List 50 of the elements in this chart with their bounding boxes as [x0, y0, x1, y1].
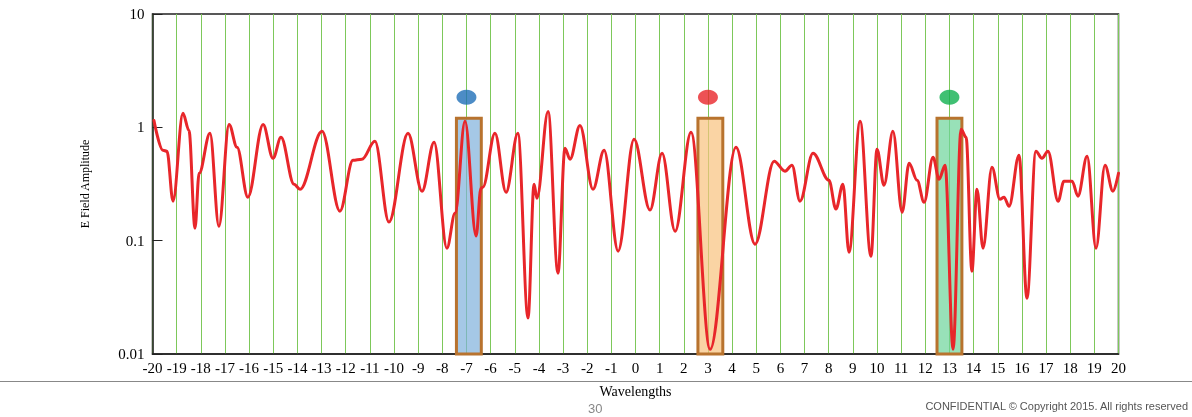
- text: CONFIDENTIAL © Copyright 2015. All rights reserved: [925, 400, 1188, 412]
- x-tick-label: -16: [239, 359, 260, 376]
- y-tick-label: 0.01: [118, 346, 145, 362]
- line-series: [152, 109, 1120, 351]
- x-tick-label: -18: [190, 359, 211, 376]
- x-tick-label: 8: [824, 359, 833, 376]
- x-tick-label: -13: [311, 359, 332, 376]
- x-tick-label: 2: [680, 359, 688, 376]
- x-tick-label: 14: [966, 359, 982, 376]
- x-tick-label: 17: [1038, 359, 1055, 376]
- x-tick-label: 11: [893, 359, 909, 376]
- x-tick-label: 9: [849, 359, 857, 376]
- x-tick-label: 5: [752, 359, 760, 376]
- x-tick-label: -20: [142, 359, 163, 376]
- x-tick-label: -2: [580, 359, 594, 376]
- text: 30: [588, 401, 603, 416]
- x-tick-label: 0: [631, 359, 640, 376]
- x-tick-label: -1: [605, 359, 618, 376]
- x-tick-label: -15: [263, 359, 284, 376]
- x-tick-label: 6: [776, 359, 785, 376]
- y-axis-title: E Field Amplitude: [77, 139, 92, 229]
- x-tick-label: 15: [990, 359, 1006, 376]
- y-tick-label: 1: [137, 119, 145, 136]
- x-tick-label: -19: [166, 359, 187, 376]
- x-tick-label: 12: [917, 359, 933, 376]
- x-tick-label: 16: [1014, 359, 1030, 376]
- x-tick-label: 18: [1062, 359, 1078, 376]
- x-tick-label: 13: [941, 359, 957, 376]
- x-tick-label: -4: [532, 359, 546, 376]
- x-tick-label: 3: [704, 359, 712, 376]
- x-tick-label: -3: [556, 359, 570, 376]
- x-tick-label: -14: [287, 359, 308, 376]
- x-tick-label: -8: [436, 359, 449, 376]
- x-tick-label: -5: [508, 359, 521, 376]
- x-tick-label: 20: [1111, 359, 1126, 376]
- x-tick-label: 19: [1086, 359, 1102, 376]
- x-tick-label: -11: [360, 359, 380, 376]
- x-tick-label: -10: [384, 359, 404, 376]
- x-tick-label: -12: [335, 359, 356, 376]
- x-tick-label: -17: [214, 359, 236, 376]
- y-tick-label: 0.1: [125, 232, 145, 249]
- x-axis-title: Wavelengths: [599, 383, 672, 399]
- x-tick-label: -6: [484, 359, 498, 376]
- x-tick-label: 1: [655, 359, 664, 376]
- y-tick-label: 10: [129, 6, 145, 22]
- x-tick-label: 4: [728, 359, 737, 376]
- x-tick-label: 7: [800, 359, 809, 376]
- x-tick-label: -7: [460, 359, 474, 376]
- x-tick-label: -9: [411, 359, 425, 376]
- x-tick-label: 10: [869, 359, 885, 376]
